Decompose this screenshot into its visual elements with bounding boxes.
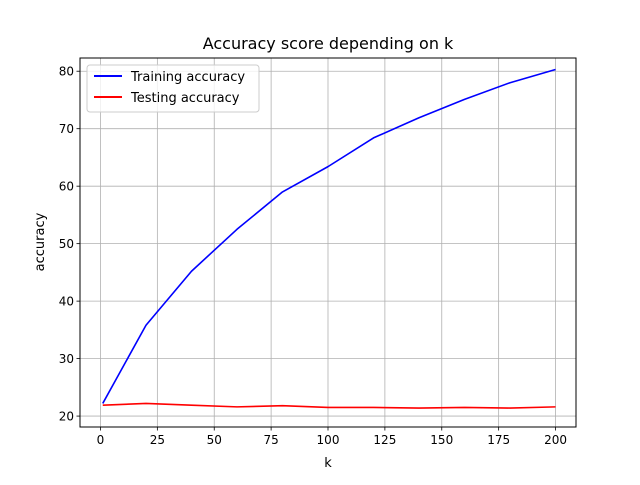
x-tick-label: 125 [373,433,396,447]
x-tick-label: 25 [150,433,165,447]
y-tick-label: 70 [59,122,74,136]
series-line-training [102,68,556,404]
series-lines [102,68,556,409]
x-tick-label: 75 [263,433,278,447]
y-tick-label: 40 [59,295,74,309]
y-tick-label: 60 [59,180,74,194]
x-tick-label: 0 [97,433,105,447]
x-tick-label: 100 [317,433,340,447]
grid [80,58,576,427]
legend: Training accuracy Testing accuracy [86,64,260,113]
legend-box [86,64,260,113]
x-tick-label: 50 [207,433,222,447]
chart-title: Accuracy score depending on k [203,34,454,53]
series-line-testing [102,402,556,409]
x-tick-label: 150 [430,433,453,447]
y-tick-label: 30 [59,352,74,366]
legend-label-training: Training accuracy [130,70,245,85]
axis-ticks: 0 25 50 75 100 125 150 175 200 20 30 40 50 60 70 80 [59,65,567,447]
y-tick-label: 20 [59,410,74,424]
x-axis-label: k [324,456,332,471]
x-tick-label: 175 [487,433,510,447]
y-tick-label: 50 [59,237,74,251]
y-tick-label: 80 [59,65,74,79]
legend-label-testing: Testing accuracy [130,91,240,106]
y-axis-label: accuracy [33,212,48,271]
x-tick-label: 200 [544,433,567,447]
